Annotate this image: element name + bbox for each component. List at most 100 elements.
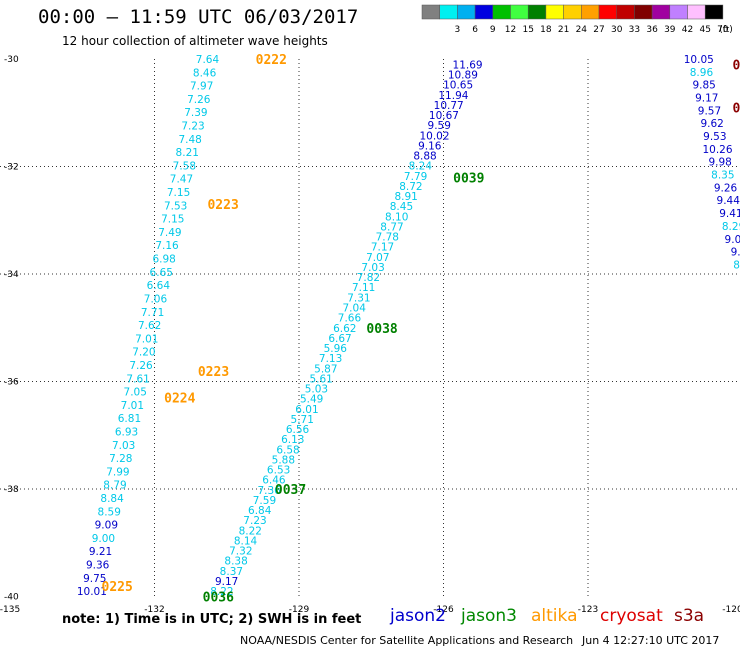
legend-swatch: [616, 4, 635, 20]
wave-height-value: 9.17: [215, 576, 238, 588]
map-subtitle: 12 hour collection of altimeter wave hei…: [62, 34, 328, 48]
legend-swatch: [704, 4, 724, 20]
pass-time-label: 0225: [102, 580, 133, 595]
wave-height-value: 8.45: [390, 201, 413, 213]
wave-height-value: 9.00: [92, 533, 115, 545]
wave-height-value: 7.59: [253, 495, 276, 507]
wave-height-value: 9.16: [418, 140, 442, 152]
wave-height-value: 8.24: [409, 161, 433, 173]
longitude-tick-label: -129: [289, 605, 310, 615]
wave-height-value: 6.65: [150, 267, 173, 279]
pass-time-label: 0224: [164, 392, 195, 407]
legend-tick-label: 21: [558, 25, 569, 35]
legend-tick-label: 27: [593, 25, 604, 35]
pass-time-label: 0037: [275, 483, 306, 498]
wave-height-value: 10.77: [434, 100, 464, 112]
wave-height-value: 7.23: [181, 121, 204, 133]
wave-height-value: 5.87: [314, 363, 337, 375]
wave-height-value: 8.29: [722, 221, 740, 233]
legend-swatch: [687, 4, 706, 20]
wave-height-value: 8.59: [98, 506, 121, 518]
wave-height-value: 7.01: [135, 333, 158, 345]
legend-tick-label: 70: [717, 25, 729, 35]
legend-swatch: [421, 4, 440, 20]
legend-tick-label: 18: [540, 25, 552, 35]
footer-note: note: 1) Time is in UTC; 2) SWH is in fe…: [62, 612, 362, 627]
wave-height-value: 7.03: [361, 262, 384, 274]
map-axes: -30 -32 -34 -36 -38 -40 -135 -132 -129 -126 -123 -1…: [0, 55, 740, 615]
wave-height-value: 9.9: [731, 247, 740, 259]
wave-height-value: 9.62: [700, 118, 723, 130]
wave-height-value: 10.26: [702, 144, 732, 156]
legend-tick-label: 6: [472, 25, 478, 35]
wave-height-value: 6.01: [295, 404, 318, 416]
wave-height-value: 7.79: [404, 171, 427, 183]
wave-height-value: 8.38: [224, 556, 247, 568]
legend-swatch: [634, 4, 653, 20]
latitude-tick-label: -34: [4, 270, 19, 280]
wave-height-value: 10.89: [448, 70, 478, 82]
credit-line: NOAA/NESDIS Center for Satellite Applica…: [240, 634, 574, 647]
latitude-tick-label: -30: [4, 55, 19, 65]
wave-height-value: 7.23: [243, 515, 266, 527]
wave-height-value: 7.20: [132, 347, 155, 359]
wave-height-value: 10.67: [429, 110, 459, 122]
sat-s3a-label: s3a: [674, 606, 705, 626]
wave-height-value: 9.17: [695, 93, 718, 105]
legend-swatch: [510, 4, 529, 20]
wave-height-value: 6.56: [286, 424, 310, 436]
legend-swatch: [598, 4, 617, 20]
wave-height-value: 7.01: [121, 400, 144, 412]
wave-height-value: 7.13: [319, 353, 342, 365]
pass-time-label: 0222: [256, 53, 287, 68]
legend-tick-label: 12: [505, 25, 516, 35]
longitude-tick-label: -120: [722, 605, 740, 615]
wave-height-value: 6.98: [152, 254, 175, 266]
wave-height-value: 7.49: [158, 227, 181, 239]
wave-height-value: 6.84: [248, 505, 272, 517]
legend-tick-label: 15: [522, 25, 533, 35]
legend-tick-label: 45: [699, 25, 710, 35]
wave-height-value: 7.11: [352, 282, 375, 294]
legend-swatch: [545, 4, 564, 20]
wave-height-value: 8.79: [103, 480, 126, 492]
wave-height-value: 10.05: [684, 54, 714, 66]
wave-height-value: 7.61: [126, 373, 149, 385]
wave-height-value: 7.05: [124, 387, 147, 399]
legend-tick-label: 36: [646, 25, 658, 35]
wave-height-value: 6.81: [118, 413, 141, 425]
wave-height-value: 7.06: [144, 293, 168, 305]
wave-height-value: 7.64: [196, 54, 220, 66]
color-legend: 3 6 9 12 15 18 21 24 27 30 33 36 39 42 45 70(ft): [421, 4, 733, 35]
wave-height-value: 8.22: [210, 586, 233, 598]
wave-height-value: 8.4: [733, 259, 740, 271]
wave-height-value: 8.14: [234, 535, 258, 547]
pass-time-label: 0625: [733, 58, 740, 73]
wave-height-value: 9.53: [703, 131, 726, 143]
wave-height-value: 6.62: [333, 323, 356, 335]
wave-height-value: 6.46: [262, 475, 286, 487]
wave-height-value: 9.06: [725, 234, 740, 246]
wave-height-value: 6.93: [115, 426, 138, 438]
pass-time-label: 0038: [366, 322, 397, 337]
legend-tick-label: 42: [682, 25, 693, 35]
legend-tick-label: 3: [455, 25, 461, 35]
pass-time-label: 0223: [198, 365, 229, 380]
legend-tick-label: 39: [664, 25, 676, 35]
legend-tick-label: 24: [576, 25, 588, 35]
latitude-tick-label: -40: [4, 593, 19, 603]
wave-height-value: 7.39: [184, 107, 207, 119]
wave-height-value: 7.47: [170, 174, 193, 186]
wave-height-value: 7.28: [109, 453, 132, 465]
wave-height-value: 7.58: [173, 160, 196, 172]
wave-height-value: 7.62: [138, 320, 161, 332]
latitude-tick-label: -38: [4, 485, 19, 495]
map-grid: [0, 59, 740, 597]
wave-height-value: 6.58: [276, 444, 299, 456]
wave-height-value: 5.88: [272, 454, 295, 466]
wave-height-value: 9.59: [428, 120, 451, 132]
wave-height-value: 7.97: [190, 81, 213, 93]
wave-height-value: 8.77: [380, 221, 403, 233]
wave-height-value: 7.36: [257, 485, 281, 497]
longitude-tick-label: -126: [433, 605, 454, 615]
